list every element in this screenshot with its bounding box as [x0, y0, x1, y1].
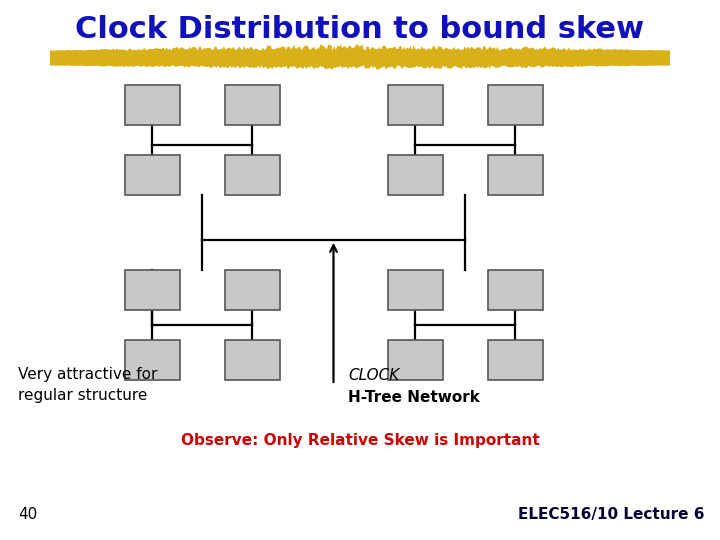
Bar	[487, 270, 542, 310]
Bar	[487, 85, 542, 125]
Text: Very attractive for
regular structure: Very attractive for regular structure	[18, 367, 158, 403]
Polygon shape	[50, 44, 670, 70]
Bar	[225, 340, 279, 380]
Bar	[387, 155, 443, 195]
Bar	[225, 155, 279, 195]
Bar	[387, 85, 443, 125]
Text: CLOCK: CLOCK	[348, 368, 400, 382]
Text: ELEC516/10 Lecture 6: ELEC516/10 Lecture 6	[518, 507, 705, 522]
Text: Observe: Only Relative Skew is Important: Observe: Only Relative Skew is Important	[181, 433, 539, 448]
Bar	[225, 85, 279, 125]
Text: Clock Distribution to bound skew: Clock Distribution to bound skew	[76, 16, 644, 44]
Bar	[387, 270, 443, 310]
Bar	[225, 270, 279, 310]
Text: 40: 40	[18, 507, 37, 522]
Bar	[125, 85, 179, 125]
Bar	[125, 155, 179, 195]
Text: H-Tree Network: H-Tree Network	[348, 389, 480, 404]
Bar	[487, 340, 542, 380]
Bar	[125, 340, 179, 380]
Bar	[387, 340, 443, 380]
Bar	[125, 270, 179, 310]
Bar	[487, 155, 542, 195]
